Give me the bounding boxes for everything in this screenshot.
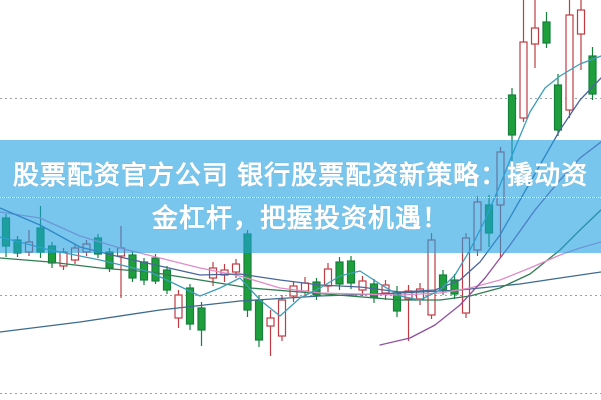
candle-body-down bbox=[450, 279, 459, 295]
candle-body-down bbox=[335, 261, 344, 285]
promo-banner-text-line2: 金杠杆，把握投资机遇！ bbox=[151, 202, 449, 233]
ma-long-navy-line bbox=[0, 271, 601, 333]
candle-body-up bbox=[530, 27, 540, 45]
candle-body-down bbox=[128, 254, 137, 279]
candle-body-up bbox=[266, 317, 275, 327]
candle-body-up bbox=[519, 41, 528, 119]
candle-body-down bbox=[369, 283, 379, 298]
candle-body-up bbox=[208, 267, 218, 279]
candle-body-up bbox=[300, 282, 310, 292]
candle-body-down bbox=[588, 55, 597, 95]
candle-body-down bbox=[197, 307, 206, 331]
candle-body-up bbox=[565, 14, 574, 111]
ma-cyan-line bbox=[0, 55, 601, 317]
candle-body-down bbox=[553, 84, 563, 131]
candle-body-up bbox=[576, 9, 586, 35]
candle-body-up bbox=[231, 263, 241, 273]
candle-body-up bbox=[174, 294, 183, 319]
candle-body-down bbox=[438, 274, 448, 291]
candle-body-down bbox=[507, 94, 517, 136]
promo-banner: 股票配资官方公司 银行股票配资新策略：撬动资 金杠杆，把握投资机遇！ bbox=[0, 140, 601, 253]
candle-body-up bbox=[358, 280, 367, 291]
candle-body-up bbox=[277, 299, 287, 337]
candle-body-down bbox=[254, 299, 264, 341]
promo-banner-text-line1: 股票配资官方公司 银行股票配资新策略：撬动资 bbox=[12, 159, 589, 190]
candle-body-down bbox=[542, 21, 551, 44]
candle-body-down bbox=[151, 257, 160, 282]
